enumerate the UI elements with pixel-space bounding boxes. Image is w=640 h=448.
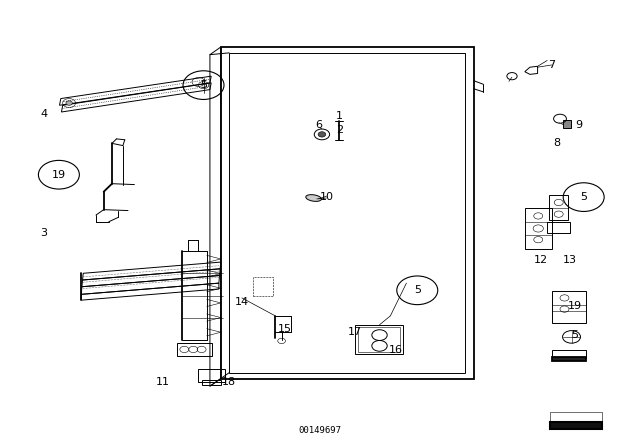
Text: 12: 12: [534, 255, 548, 265]
Bar: [253, 277, 273, 296]
Text: 5: 5: [200, 80, 207, 90]
Text: 17: 17: [348, 327, 362, 336]
Text: 5: 5: [414, 285, 420, 295]
Bar: [547, 222, 570, 233]
Text: 18: 18: [222, 377, 236, 387]
Text: 13: 13: [563, 255, 577, 265]
Text: 1: 1: [336, 112, 342, 121]
Bar: [552, 357, 586, 361]
Circle shape: [318, 132, 326, 137]
Text: 10: 10: [319, 192, 333, 202]
Text: 14: 14: [235, 297, 249, 307]
Text: 19: 19: [568, 301, 582, 310]
Bar: [552, 350, 586, 358]
Text: 6: 6: [316, 121, 322, 130]
Bar: [202, 380, 221, 385]
Text: 00149697: 00149697: [298, 426, 342, 435]
Bar: [550, 412, 602, 423]
Bar: [550, 422, 602, 429]
Text: 15: 15: [278, 324, 292, 334]
Circle shape: [66, 101, 72, 105]
Bar: [549, 195, 568, 220]
Bar: [198, 369, 225, 382]
Bar: [563, 120, 571, 128]
Text: 8: 8: [553, 138, 561, 148]
Bar: [552, 291, 586, 323]
Text: 19: 19: [52, 170, 66, 180]
Text: 5: 5: [572, 330, 578, 340]
Text: 11: 11: [156, 377, 170, 387]
Bar: [525, 208, 552, 249]
Bar: [358, 327, 400, 352]
Text: 2: 2: [335, 125, 343, 135]
Bar: [177, 343, 212, 356]
Text: 7: 7: [548, 60, 556, 70]
Text: 3: 3: [40, 228, 47, 238]
Text: 4: 4: [40, 109, 47, 119]
Ellipse shape: [306, 195, 321, 201]
Bar: [355, 325, 403, 354]
Text: 5: 5: [580, 192, 587, 202]
Text: 9: 9: [575, 121, 582, 130]
Text: 16: 16: [388, 345, 403, 355]
